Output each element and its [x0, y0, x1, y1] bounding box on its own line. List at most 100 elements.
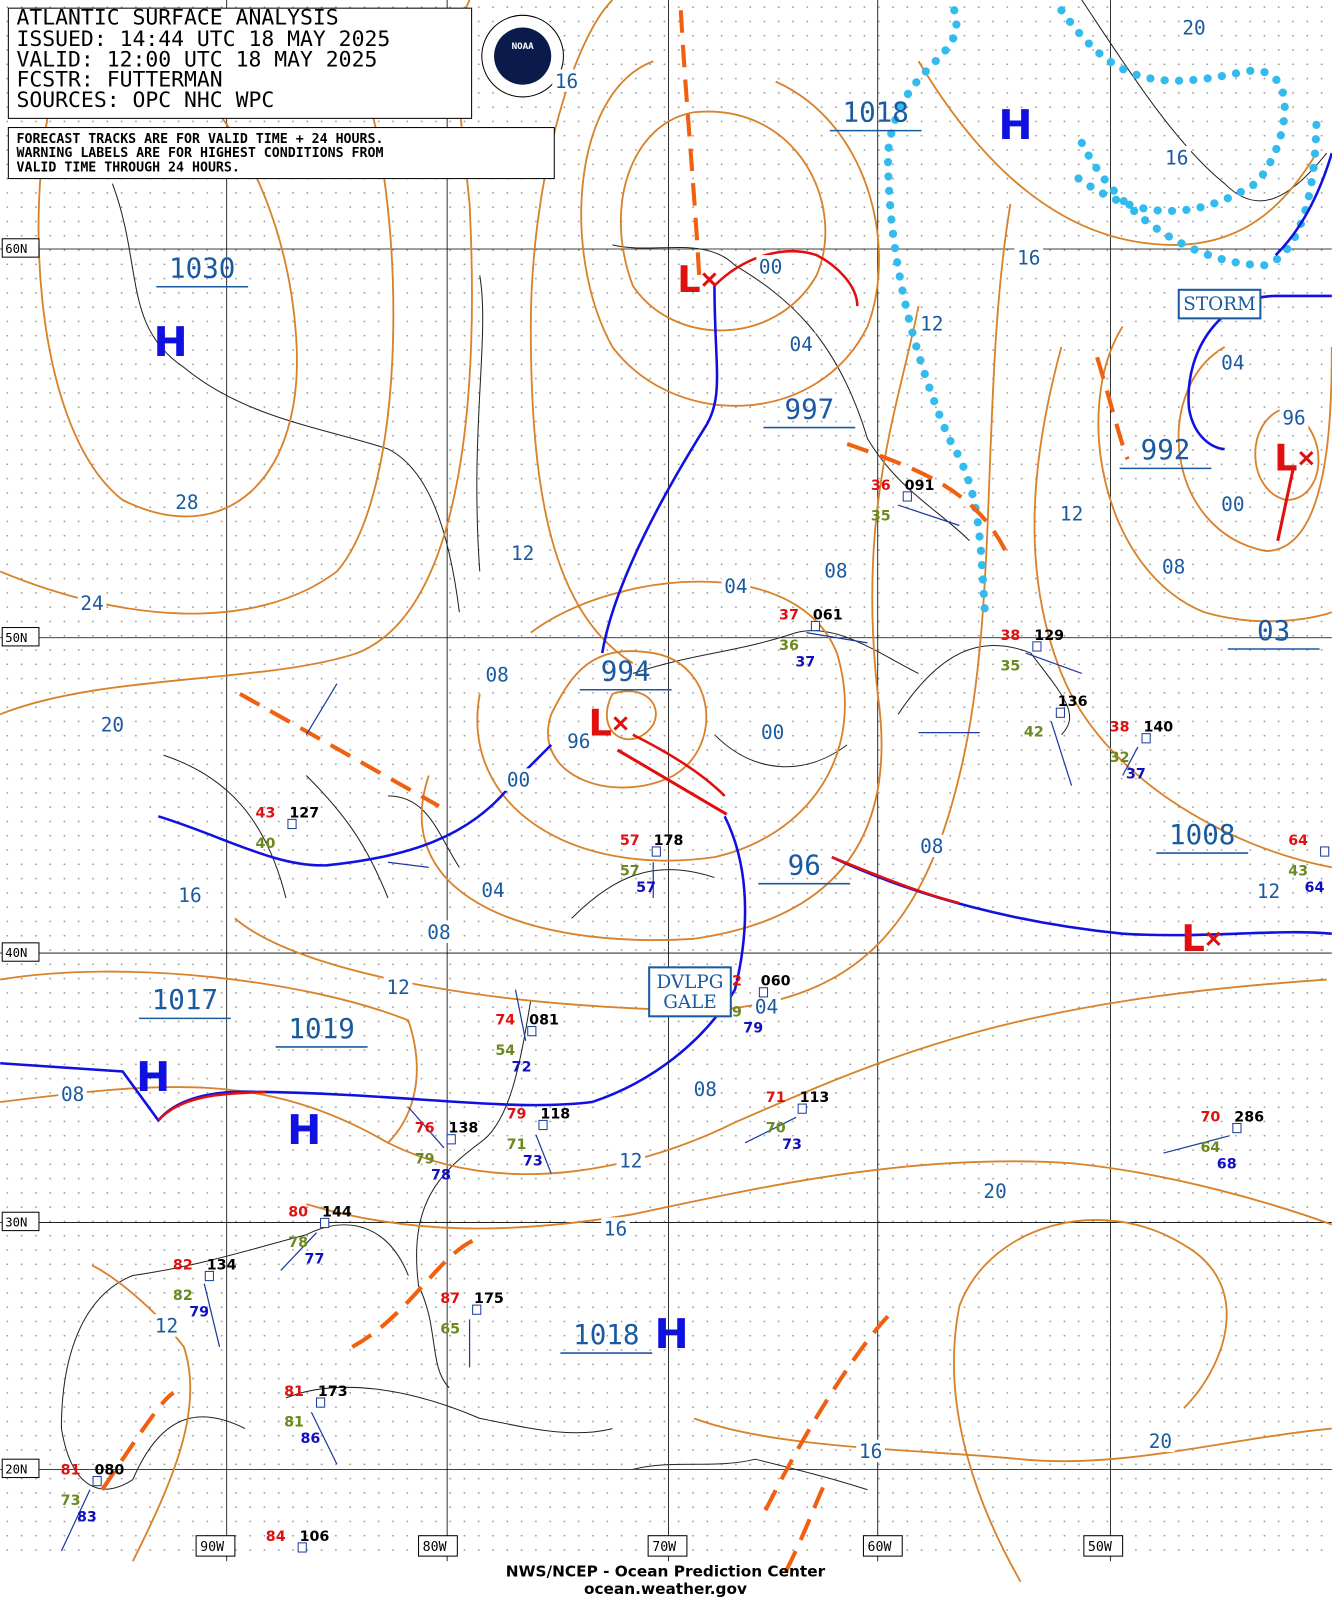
isobar-label-bg	[175, 883, 205, 907]
station-d: 32	[1110, 750, 1130, 766]
isobar-label-bg	[1218, 351, 1248, 374]
isobar-label: 08	[694, 1078, 717, 1101]
notice-line: VALID TIME THROUGH 24 HOURS.	[17, 160, 240, 175]
station-s: 77	[305, 1251, 325, 1267]
station-s: 73	[523, 1153, 543, 1169]
isobar-label-bg	[98, 713, 127, 736]
station-p: 175	[474, 1291, 504, 1307]
station-marker	[316, 1397, 326, 1408]
isobar-label: 12	[920, 313, 943, 336]
station-p: 081	[529, 1012, 559, 1028]
notice-box	[7, 127, 555, 180]
lat-label: 20N	[5, 1462, 27, 1476]
station-p: 113	[800, 1090, 830, 1106]
isobar-label: 16	[859, 1440, 882, 1463]
high-symbol: H	[655, 1310, 689, 1358]
station-t: 36	[871, 478, 891, 494]
pressure-value: 1008	[1169, 819, 1235, 851]
isobar-label-bg	[1218, 492, 1248, 516]
isobar-label: 08	[824, 560, 847, 583]
station-p: 118	[540, 1106, 570, 1122]
lon-label-box	[195, 1535, 236, 1557]
fronts	[0, 152, 1332, 1123]
lat-label-box	[1, 1458, 40, 1479]
warning-text: GALE	[663, 992, 717, 1013]
low-symbol: L	[1274, 436, 1297, 479]
warning-box	[1177, 288, 1262, 320]
isobar-label: 08	[1162, 555, 1185, 578]
pressure-value: 992	[1141, 434, 1191, 466]
isobar-label-bg	[478, 878, 508, 902]
pressure-value: 96	[788, 849, 821, 881]
isobar-label-bg	[752, 994, 781, 1018]
high-symbol: H	[287, 1106, 321, 1154]
isobar-label-bg	[58, 1082, 87, 1106]
isobar-label-bg	[172, 490, 202, 514]
lon-label-box	[647, 1535, 688, 1557]
isobar-label-bg	[821, 559, 851, 582]
header-box	[7, 7, 473, 119]
isobar-label: 00	[1221, 493, 1244, 516]
low-x	[1299, 450, 1314, 466]
isobar-label-bg	[917, 834, 947, 858]
isobar-label-bg	[691, 1077, 720, 1100]
station-t: 43	[256, 805, 276, 821]
lon-label: 70W	[652, 1540, 676, 1555]
isobar-label-bg	[1057, 502, 1086, 525]
station-p: 091	[905, 478, 935, 494]
station-marker	[1320, 846, 1330, 857]
header-line: SOURCES: OPC NHC WPC	[17, 88, 275, 113]
header-line: VALID: 12:00 UTC 18 MAY 2025	[17, 47, 378, 72]
coastlines	[60, 0, 1328, 1491]
isobar-label-bg	[504, 768, 533, 791]
ridges	[883, 6, 1321, 617]
station-t: 2	[732, 974, 742, 990]
station-s: 68	[1217, 1156, 1237, 1172]
station-marker	[320, 1217, 330, 1229]
high-symbol: H	[136, 1053, 170, 1101]
high-symbol: H	[998, 101, 1032, 149]
pressure-value: 1018	[573, 1319, 639, 1351]
station-marker	[1141, 733, 1151, 744]
isobar-label: 16	[555, 70, 578, 93]
station-p: 127	[289, 805, 319, 821]
lat-label: 30N	[5, 1216, 27, 1230]
ship-and-buoy-symbols	[60, 504, 1230, 1552]
isobar-label: 04	[790, 333, 813, 356]
station-p: 136	[1058, 694, 1088, 710]
isobar-label-bg	[77, 591, 107, 615]
pressure-value: 997	[784, 393, 834, 425]
isobar-label: 12	[511, 542, 534, 565]
pressure-value: 03	[1257, 615, 1290, 647]
station-t: 87	[440, 1291, 460, 1307]
isobar-label: 04	[724, 575, 747, 598]
isobar-label-bg	[917, 312, 947, 335]
station-p: 178	[654, 833, 684, 849]
station-t: 79	[507, 1106, 527, 1122]
isobar-label: 16	[1017, 246, 1040, 269]
lon-label-box	[418, 1535, 458, 1557]
isobar-label: 08	[427, 921, 450, 944]
isobar-label: 20	[983, 1180, 1006, 1203]
station-d: 64	[1200, 1140, 1220, 1156]
isobar-label: 00	[507, 769, 530, 792]
isobar-label-bg	[1146, 1429, 1175, 1453]
isobar-label-bg	[980, 1179, 1010, 1203]
station-t: 84	[266, 1529, 286, 1545]
isobar-label: 12	[386, 976, 409, 999]
station-d: 54	[495, 1043, 515, 1059]
station-t: 38	[1000, 628, 1020, 644]
station-d: 82	[173, 1288, 193, 1304]
station-s: 72	[512, 1059, 532, 1075]
station-d: 70	[766, 1121, 786, 1137]
station-t: 80	[288, 1204, 308, 1220]
isobar-label-bg	[564, 729, 594, 753]
station-p: 106	[300, 1529, 330, 1545]
isobar-label-bg	[1014, 245, 1044, 269]
isobar-label-bg	[383, 975, 413, 998]
isobar-label: 28	[175, 491, 198, 514]
isobar-label-bg	[601, 1217, 630, 1240]
lat-label-box	[1, 238, 40, 258]
low-symbol: L	[1181, 917, 1204, 960]
isobar-label-bg	[756, 255, 785, 278]
